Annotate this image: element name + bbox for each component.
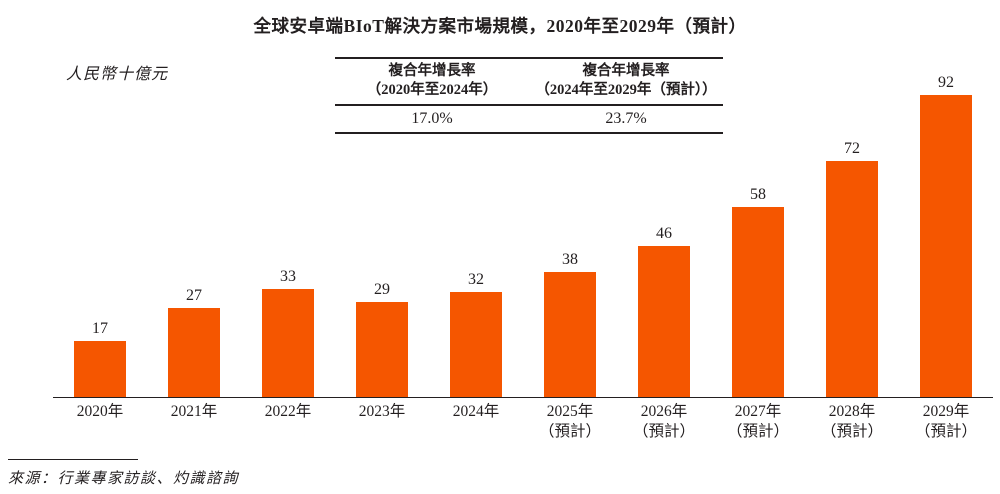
x-axis-label-line: 2022年 [264, 403, 312, 420]
bar-value-label: 27 [186, 287, 202, 304]
cagr-header-2024-2029: 複合年增長率 （2024年至2029年（預計）） [529, 62, 723, 100]
source-block: 來源：行業專家訪談、灼識諮詢 [8, 459, 239, 488]
cagr-header-2020-2024: 複合年增長率 （2020年至2024年） [335, 62, 529, 100]
bar [262, 289, 314, 397]
bar-value-label: 29 [374, 281, 390, 298]
bar-value-label: 46 [656, 225, 672, 242]
source-divider [8, 459, 138, 460]
bar [168, 308, 220, 397]
x-axis-label-line: 2025年 [546, 403, 594, 420]
cagr-table-header-row: 複合年增長率 （2020年至2024年） 複合年增長率 （2024年至2029年… [335, 59, 723, 106]
x-axis-label-line: （預計） [914, 423, 977, 440]
bar-column: 29 [335, 281, 429, 397]
cagr-header-line2: （2020年至2024年） [366, 82, 498, 98]
x-axis-label-line: （預計） [632, 423, 695, 440]
x-axis-label-line: 2029年 [922, 403, 970, 420]
x-axis-label: 2026年 （預計） [617, 398, 711, 442]
x-axis-label: 2024年 [429, 398, 523, 442]
bar-value-label: 92 [938, 74, 954, 91]
bar [826, 161, 878, 397]
bar-column: 27 [147, 287, 241, 397]
x-axis-label: 2022年 [241, 398, 335, 442]
bar-column: 92 [899, 74, 993, 397]
x-axis-label-line: 2023年 [358, 403, 406, 420]
bar-column: 17 [53, 320, 147, 397]
x-axis-label-line: 2026年 [640, 403, 688, 420]
bar-chart: 17 27 33 29 32 38 46 58 72 92 2020年 2021年 2022年 2023… [53, 74, 993, 442]
x-axis-label-line: （預計） [726, 423, 789, 440]
bar [638, 246, 690, 397]
cagr-value-2020-2024: 17.0% [411, 110, 453, 127]
cagr-header-line1: 複合年增長率 [582, 63, 670, 79]
cagr-header-line1: 複合年增長率 [388, 63, 476, 79]
x-axis-label-line: （預計） [538, 423, 601, 440]
bar-value-label: 32 [468, 271, 484, 288]
x-axis-label: 2020年 [53, 398, 147, 442]
bar [732, 207, 784, 397]
bar [544, 272, 596, 397]
x-axis-label: 2025年 （預計） [523, 398, 617, 442]
bar-value-label: 58 [750, 186, 766, 203]
y-axis-unit-label: 人民幣十億元 [66, 66, 169, 83]
bar-column: 72 [805, 140, 899, 397]
x-axis-label-line: （預計） [820, 423, 883, 440]
bar [356, 302, 408, 397]
bar [920, 95, 972, 397]
x-axis-label: 2023年 [335, 398, 429, 442]
x-axis-label-line: 2027年 [734, 403, 782, 420]
cagr-table-value-row: 17.0% 23.7% [335, 106, 723, 132]
bar-value-label: 38 [562, 251, 578, 268]
x-axis-label-line: 2021年 [170, 403, 218, 420]
bar-column: 38 [523, 251, 617, 397]
x-axis-label-line: 2024年 [452, 403, 500, 420]
x-axis-label: 2029年 （預計） [899, 398, 993, 442]
cagr-header-line2: （2024年至2029年（預計）） [535, 82, 717, 98]
x-axis-label-line: 2020年 [76, 403, 124, 420]
x-axis-label: 2028年 （預計） [805, 398, 899, 442]
bar [450, 292, 502, 397]
bar-value-label: 33 [280, 268, 296, 285]
source-text: 來源：行業專家訪談、灼識諮詢 [8, 471, 240, 487]
bar [74, 341, 126, 397]
x-axis-labels: 2020年 2021年 2022年 2023年 2024年 2025年 （預計） 2026年 （… [53, 398, 993, 442]
cagr-table: 複合年增長率 （2020年至2024年） 複合年增長率 （2024年至2029年… [335, 57, 723, 134]
x-axis-label: 2027年 （預計） [711, 398, 805, 442]
cagr-value-2024-2029: 23.7% [605, 110, 647, 127]
bar-column: 58 [711, 186, 805, 397]
x-axis-label-line: 2028年 [828, 403, 876, 420]
bar-value-label: 17 [92, 320, 108, 337]
bar-value-label: 72 [844, 140, 860, 157]
bar-column: 32 [429, 271, 523, 397]
bar-column: 33 [241, 268, 335, 397]
x-axis-label: 2021年 [147, 398, 241, 442]
chart-title: 全球安卓端BIoT解決方案市場規模，2020年至2029年（預計） [253, 16, 747, 36]
plot-area: 17 27 33 29 32 38 46 58 72 92 [53, 74, 993, 398]
bar-column: 46 [617, 225, 711, 397]
